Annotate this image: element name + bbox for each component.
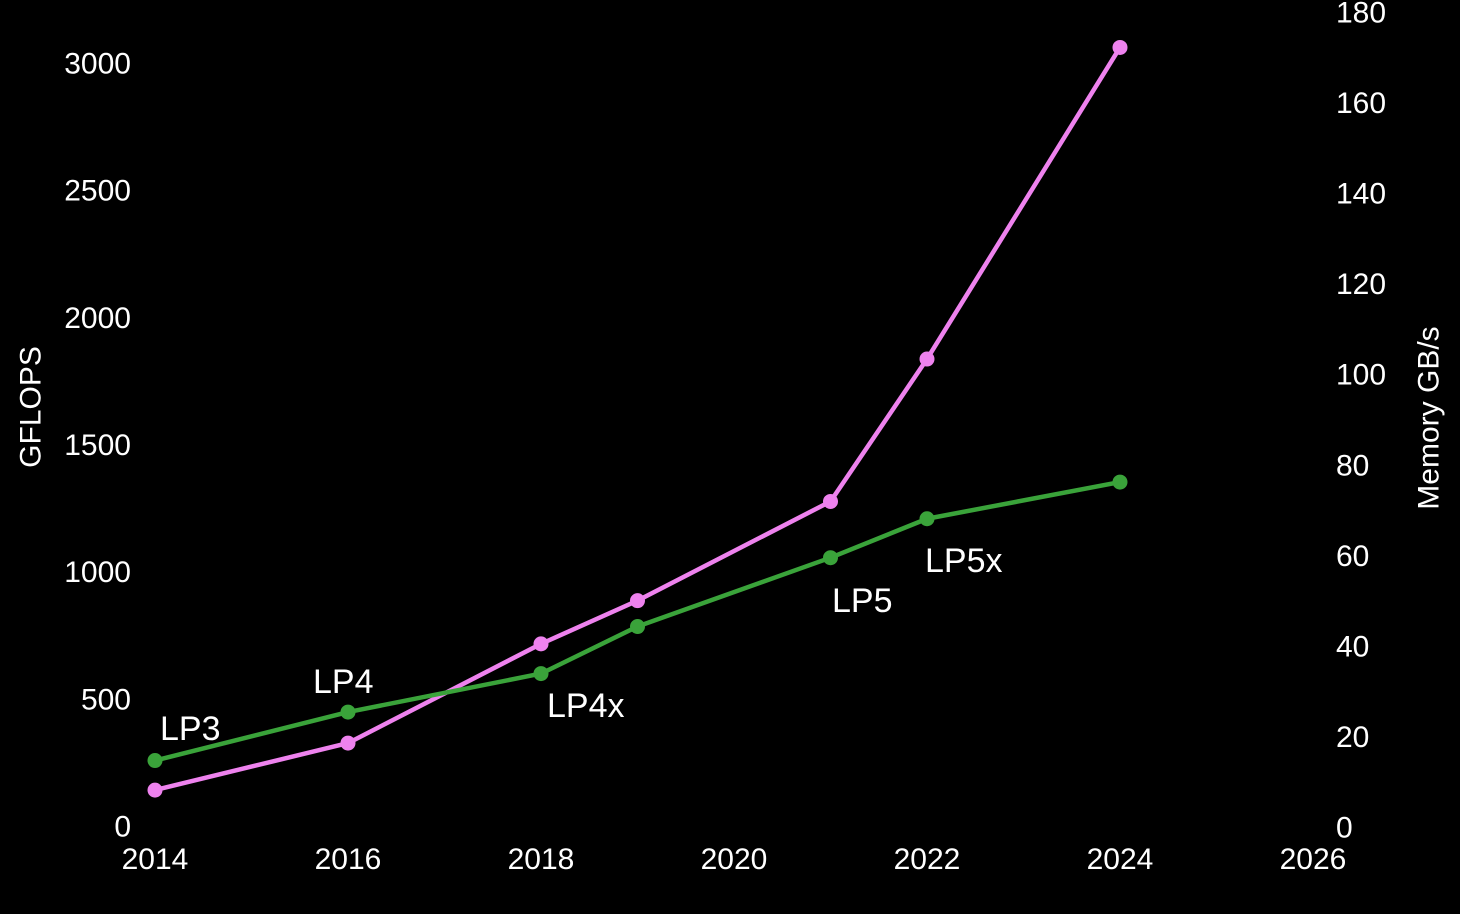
data-point-gflops bbox=[147, 782, 163, 798]
right-axis-tick-label: 120 bbox=[1336, 268, 1386, 301]
data-point-memory bbox=[533, 666, 549, 682]
x-axis-tick-label: 2018 bbox=[508, 843, 575, 876]
right-axis-tick-label: 140 bbox=[1336, 178, 1386, 211]
data-point-memory bbox=[823, 550, 838, 566]
x-axis-tick-label: 2026 bbox=[1280, 843, 1347, 876]
annotation-lp3: LP3 bbox=[160, 710, 221, 748]
x-axis-tick-label: 2016 bbox=[315, 843, 382, 876]
right-axis-tick-label: 0 bbox=[1336, 812, 1353, 845]
right-axis-tick-label: 40 bbox=[1336, 630, 1369, 663]
x-axis-tick-label: 2024 bbox=[1087, 843, 1154, 876]
left-axis-title: GFLOPS bbox=[15, 346, 48, 468]
left-axis-tick-label: 3000 bbox=[64, 48, 131, 81]
right-axis-tick-label: 100 bbox=[1336, 359, 1386, 392]
annotation-lp4: LP4 bbox=[313, 663, 374, 701]
left-axis-tick-label: 0 bbox=[114, 811, 131, 844]
right-axis-tick-label: 180 bbox=[1336, 0, 1386, 30]
left-axis-tick-label: 1000 bbox=[64, 556, 131, 589]
right-axis-tick-label: 20 bbox=[1336, 721, 1369, 754]
right-axis-tick-label: 60 bbox=[1336, 540, 1369, 573]
data-point-memory bbox=[340, 704, 356, 720]
x-axis-tick-label: 2022 bbox=[894, 843, 961, 876]
right-axis-title: Memory GB/s bbox=[1413, 326, 1446, 509]
data-point-memory bbox=[1112, 474, 1128, 490]
data-point-gflops bbox=[823, 493, 838, 509]
data-point-gflops bbox=[533, 636, 549, 652]
data-point-memory bbox=[147, 753, 163, 769]
left-axis-tick-label: 2000 bbox=[64, 302, 131, 335]
data-point-gflops bbox=[630, 593, 645, 609]
data-point-gflops bbox=[919, 351, 935, 367]
right-axis-tick-label: 160 bbox=[1336, 87, 1386, 120]
data-point-gflops bbox=[340, 735, 356, 751]
left-axis-tick-label: 2500 bbox=[64, 175, 131, 208]
right-axis-tick-label: 80 bbox=[1336, 449, 1369, 482]
annotation-lp5: LP5 bbox=[832, 582, 893, 620]
annotation-lp4x: LP4x bbox=[547, 687, 625, 725]
left-axis-tick-label: 1500 bbox=[64, 429, 131, 462]
x-axis-tick-label: 2014 bbox=[122, 843, 189, 876]
x-axis-tick-label: 2020 bbox=[701, 843, 768, 876]
annotation-lp5x: LP5x bbox=[925, 542, 1003, 580]
left-axis-tick-label: 500 bbox=[81, 683, 131, 716]
data-point-gflops bbox=[1112, 39, 1128, 55]
data-point-memory bbox=[919, 511, 935, 527]
data-point-memory bbox=[630, 619, 645, 635]
